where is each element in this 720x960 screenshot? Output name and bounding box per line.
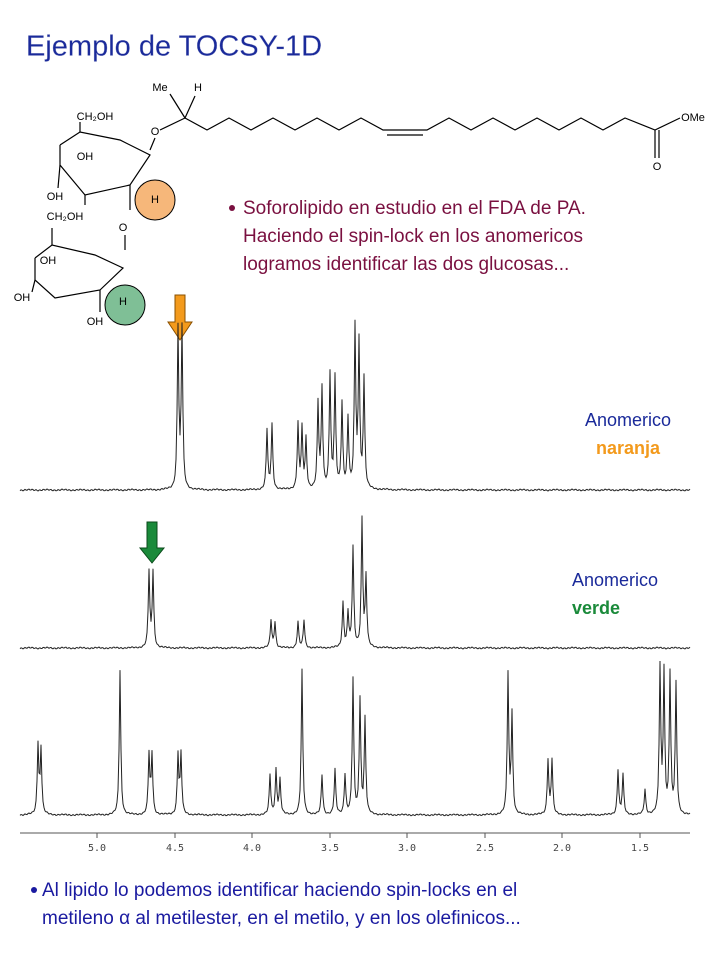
atom-label: O bbox=[119, 222, 128, 234]
atom-label: CH₂OH bbox=[77, 111, 114, 123]
axis-label: 4.5 bbox=[166, 843, 184, 854]
orange-highlight bbox=[134, 179, 176, 221]
arrow bbox=[138, 521, 166, 564]
axis-label: 4.0 bbox=[243, 843, 261, 854]
green-highlight bbox=[104, 284, 146, 326]
atom-label: H bbox=[119, 296, 127, 308]
label: verde bbox=[572, 598, 620, 618]
axis-label: 2.0 bbox=[553, 843, 571, 854]
arrow bbox=[167, 294, 193, 341]
atom-label: OH bbox=[77, 151, 94, 163]
axis-label: 3.0 bbox=[398, 843, 416, 854]
label: Anomerico bbox=[585, 410, 671, 430]
atom-label: CH₂OH bbox=[47, 211, 84, 223]
molecule-bonds bbox=[31, 93, 681, 312]
atom-label: OH bbox=[47, 191, 64, 203]
title: Ejemplo de TOCSY-1D bbox=[26, 31, 322, 63]
bullet-text: Soforolipido en estudio en el FDA de PA. bbox=[243, 198, 586, 219]
atom-label: OH bbox=[87, 316, 104, 328]
spectrum bbox=[19, 319, 691, 492]
spectrum bbox=[19, 660, 691, 817]
atom-label: O bbox=[151, 126, 160, 138]
axis-label: 2.5 bbox=[476, 843, 494, 854]
bullet bbox=[31, 887, 37, 893]
atom-label: Me bbox=[152, 82, 167, 94]
bullet bbox=[229, 205, 235, 211]
atom-label: H bbox=[151, 194, 159, 206]
bullet-text: Haciendo el spin-lock en los anomericos bbox=[243, 226, 583, 247]
bullet-text: Al lipido lo podemos identificar haciend… bbox=[42, 880, 517, 901]
label: naranja bbox=[596, 438, 661, 458]
label: Anomerico bbox=[572, 570, 658, 590]
spectrum bbox=[19, 515, 691, 650]
bullet-text: metileno α al metilester, en el metilo, … bbox=[42, 908, 521, 929]
axis-label: 5.0 bbox=[88, 843, 106, 854]
atom-label: OH bbox=[40, 255, 57, 267]
atom-label: O bbox=[653, 161, 662, 173]
bullet-text: logramos identificar las dos glucosas... bbox=[243, 254, 569, 275]
axis-label: 3.5 bbox=[321, 843, 339, 854]
atom-label: OMe bbox=[681, 112, 705, 124]
atom-label: H bbox=[194, 82, 202, 94]
axis-label: 1.5 bbox=[631, 843, 649, 854]
atom-label: OH bbox=[14, 292, 31, 304]
